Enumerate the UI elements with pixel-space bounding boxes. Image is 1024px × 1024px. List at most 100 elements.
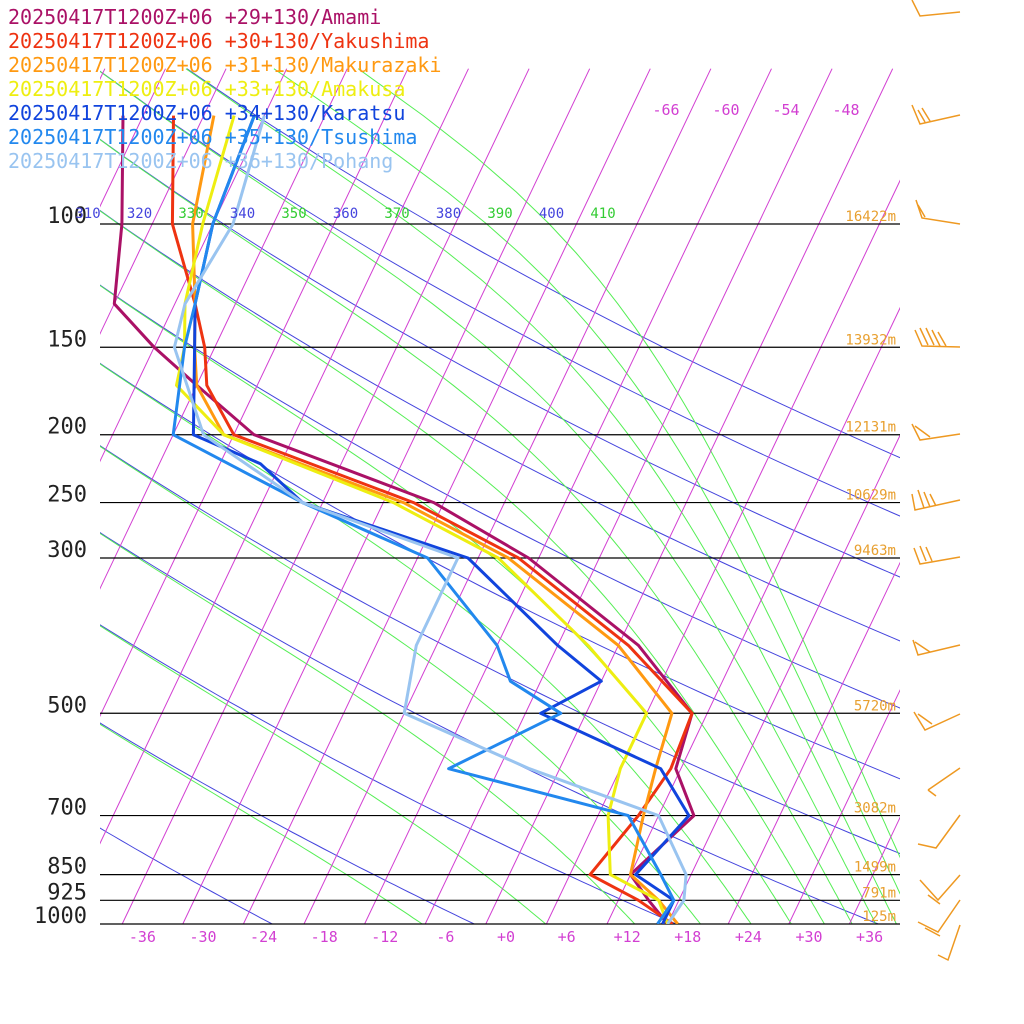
theta-label: 320 bbox=[127, 206, 152, 222]
moist-adiabats bbox=[100, 68, 900, 924]
moist-adiabat-line bbox=[100, 284, 792, 924]
legend-entry: 20250417T1200Z+06 +34+130/Karatsu bbox=[8, 101, 405, 125]
height-label: 1499m bbox=[854, 860, 896, 876]
pressure-label: 850 bbox=[47, 855, 87, 880]
theta-label: 330 bbox=[178, 206, 203, 222]
legend-entry: 20250417T1200Z+06 +30+130/Yakushima bbox=[8, 29, 429, 53]
theta-label: 380 bbox=[436, 206, 461, 222]
isotherm-line bbox=[545, 179, 900, 924]
x-tick-label: +6 bbox=[558, 928, 576, 946]
height-label: 10629m bbox=[845, 488, 896, 504]
dry-adiabat-line bbox=[100, 209, 900, 642]
moist-adiabat-line bbox=[100, 445, 701, 924]
pressure-label: 300 bbox=[47, 538, 87, 563]
moist-adiabat-line bbox=[100, 723, 423, 924]
x-tick-label: +12 bbox=[614, 928, 641, 946]
wind-barb bbox=[919, 874, 961, 905]
series-line bbox=[175, 115, 670, 924]
theta-label: 350 bbox=[281, 206, 306, 222]
x-tick-label: +0 bbox=[497, 928, 515, 946]
isotherm-line bbox=[100, 68, 469, 845]
height-label: 13932m bbox=[845, 332, 896, 348]
moist-adiabat-line bbox=[100, 363, 752, 924]
wind-barb bbox=[914, 327, 961, 348]
temperature-profiles bbox=[112, 115, 696, 924]
series-line bbox=[191, 115, 691, 924]
legend-entry: 20250417T1200Z+06 +33+130/Amakusa bbox=[8, 77, 405, 101]
moist-adiabat-line bbox=[273, 68, 900, 895]
isotherm-line bbox=[485, 68, 894, 924]
x-tick-label: -36 bbox=[129, 928, 156, 946]
x-tick-label: -6 bbox=[436, 928, 454, 946]
height-label: 12131m bbox=[845, 420, 896, 436]
moist-adiabat-line bbox=[100, 625, 547, 924]
isotherm-label: -48 bbox=[832, 101, 859, 119]
isotherm-line bbox=[100, 68, 227, 335]
height-label: 9463m bbox=[854, 543, 896, 559]
theta-label: 310 bbox=[75, 206, 100, 222]
dry-adiabat-line bbox=[100, 70, 900, 517]
wind-barb bbox=[912, 639, 961, 656]
wind-barb bbox=[937, 924, 961, 962]
isotherm-line bbox=[424, 68, 833, 924]
wind-barb bbox=[911, 0, 961, 17]
dry-adiabats bbox=[100, 68, 900, 924]
x-tick-label: -18 bbox=[311, 928, 338, 946]
isotherm-line bbox=[0, 69, 44, 924]
wind-barb bbox=[911, 423, 961, 441]
moist-adiabat-line bbox=[100, 138, 853, 924]
pressure-label: 200 bbox=[47, 415, 87, 440]
pressure-label: 1000 bbox=[34, 904, 87, 929]
isotherm-line bbox=[121, 68, 530, 924]
series-line bbox=[171, 115, 676, 924]
moist-adiabat-line bbox=[100, 532, 636, 924]
dry-adiabat-line bbox=[100, 138, 900, 578]
dry-adiabat-line bbox=[100, 722, 475, 924]
x-tick-label: +18 bbox=[674, 928, 701, 946]
pressure-label: 100 bbox=[47, 204, 87, 229]
wind-barb bbox=[917, 899, 961, 937]
isotherm-line bbox=[606, 306, 900, 924]
isotherm-label: -54 bbox=[772, 101, 799, 119]
isotherm-line bbox=[364, 68, 772, 924]
isotherm-line bbox=[303, 68, 712, 924]
isotherm-line bbox=[667, 434, 900, 924]
dry-adiabat-line bbox=[100, 445, 900, 855]
wind-barb bbox=[915, 199, 961, 225]
height-label: 5720m bbox=[854, 698, 896, 714]
pressure-label: 700 bbox=[47, 796, 87, 821]
wind-barbs bbox=[911, 0, 961, 962]
dry-adiabat-line bbox=[100, 624, 677, 924]
pressure-label: 500 bbox=[47, 693, 87, 718]
isotherm-line bbox=[242, 68, 651, 924]
isotherm-label: -66 bbox=[652, 101, 679, 119]
pressure-label: 925 bbox=[47, 880, 87, 905]
pressure-label: 250 bbox=[47, 483, 87, 508]
moist-adiabat-line bbox=[357, 68, 900, 859]
x-tick-label: -12 bbox=[371, 928, 398, 946]
dry-adiabat-line bbox=[100, 284, 900, 709]
theta-label: 410 bbox=[590, 206, 615, 222]
x-tick-label: +36 bbox=[856, 928, 883, 946]
legend-entry: 20250417T1200Z+06 +36+130/Pohang bbox=[8, 149, 393, 173]
isobars bbox=[100, 223, 900, 925]
wind-barb bbox=[913, 711, 961, 731]
x-tick-label: +30 bbox=[795, 928, 822, 946]
isotherm-line bbox=[727, 561, 900, 924]
moist-adiabat-line bbox=[100, 210, 825, 924]
moist-adiabat-line bbox=[100, 70, 877, 924]
isotherm-line bbox=[910, 69, 1024, 924]
dry-adiabat-line bbox=[100, 827, 273, 924]
dry-adiabat-line bbox=[100, 532, 879, 924]
wind-barb bbox=[913, 545, 961, 565]
theta-label: 370 bbox=[384, 206, 409, 222]
height-label: 791m bbox=[862, 885, 896, 901]
x-tick-label: -30 bbox=[189, 928, 216, 946]
legend-entry: 20250417T1200Z+06 +35+130/Tsushima bbox=[8, 125, 417, 149]
isotherm-line bbox=[100, 68, 409, 718]
x-tick-label: -24 bbox=[250, 928, 277, 946]
height-label: 125m bbox=[862, 909, 896, 925]
series-line bbox=[170, 115, 694, 924]
height-label: 3082m bbox=[854, 801, 896, 817]
theta-label: 360 bbox=[333, 206, 358, 222]
